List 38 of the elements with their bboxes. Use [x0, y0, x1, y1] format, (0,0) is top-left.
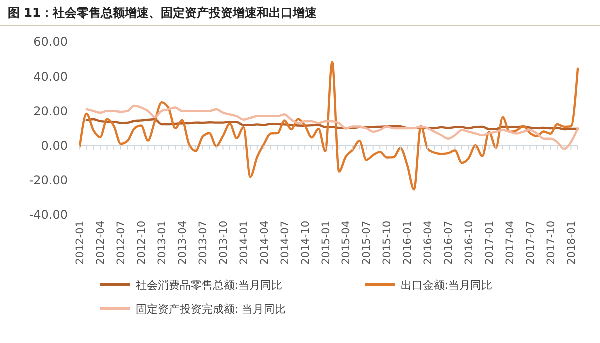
line-series — [86, 118, 580, 131]
x-tick-label: 2014-04 — [258, 220, 271, 265]
legend-label: 出口金额:当月同比 — [401, 278, 493, 292]
x-tick-label: 2016-07 — [443, 221, 456, 265]
x-tick-label: 2015-10 — [382, 221, 394, 265]
x-tick-label: 2018-01 — [566, 221, 578, 265]
x-tick-label: 2016-04 — [422, 220, 435, 265]
x-tick-label: 2015-07 — [361, 221, 374, 265]
x-tick-label: 2015-04 — [340, 220, 353, 265]
y-tick-label: 40.00 — [34, 70, 68, 84]
x-tick-label: 2016-10 — [464, 221, 476, 265]
legend-label: 社会消费品零售总额:当月同比 — [136, 278, 283, 292]
legend-label: 固定资产投资完成额: 当月同比 — [136, 302, 286, 316]
x-tick-label: 2013-01 — [156, 221, 169, 265]
x-tick-label: 2017-04 — [504, 220, 516, 265]
x-tick-label: 2014-07 — [279, 221, 292, 265]
x-tick-label: 2014-10 — [300, 221, 312, 265]
x-tick-label: 2012-10 — [136, 221, 148, 265]
y-tick-label: 0.00 — [41, 139, 68, 153]
x-tick-label: 2013-04 — [177, 220, 190, 265]
x-tick-label: 2013-10 — [218, 221, 230, 265]
y-tick-label: -20.00 — [29, 174, 68, 188]
x-tick-label: 2017-10 — [545, 221, 558, 265]
line-series — [86, 104, 580, 150]
x-tick-label: 2015-01 — [320, 221, 332, 265]
x-tick-label: 2016-01 — [402, 221, 414, 265]
line-series — [78, 61, 580, 191]
x-tick-label: 2012-04 — [95, 220, 108, 265]
x-tick-label: 2013-07 — [197, 221, 210, 265]
y-tick-label: 20.00 — [34, 104, 68, 118]
x-tick-label: 2017-01 — [484, 221, 496, 265]
x-tick-label: 2012-07 — [116, 221, 128, 265]
x-tick-label: 2014-01 — [238, 221, 250, 265]
chart-title: 图 11：社会零售总额增速、固定资产投资增速和出口增速 — [8, 6, 318, 20]
x-tick-label: 2017-07 — [524, 221, 537, 265]
x-tick-label: 2012-01 — [74, 221, 87, 265]
y-tick-label: -40.00 — [29, 208, 68, 222]
y-tick-label: 60.00 — [34, 35, 68, 50]
